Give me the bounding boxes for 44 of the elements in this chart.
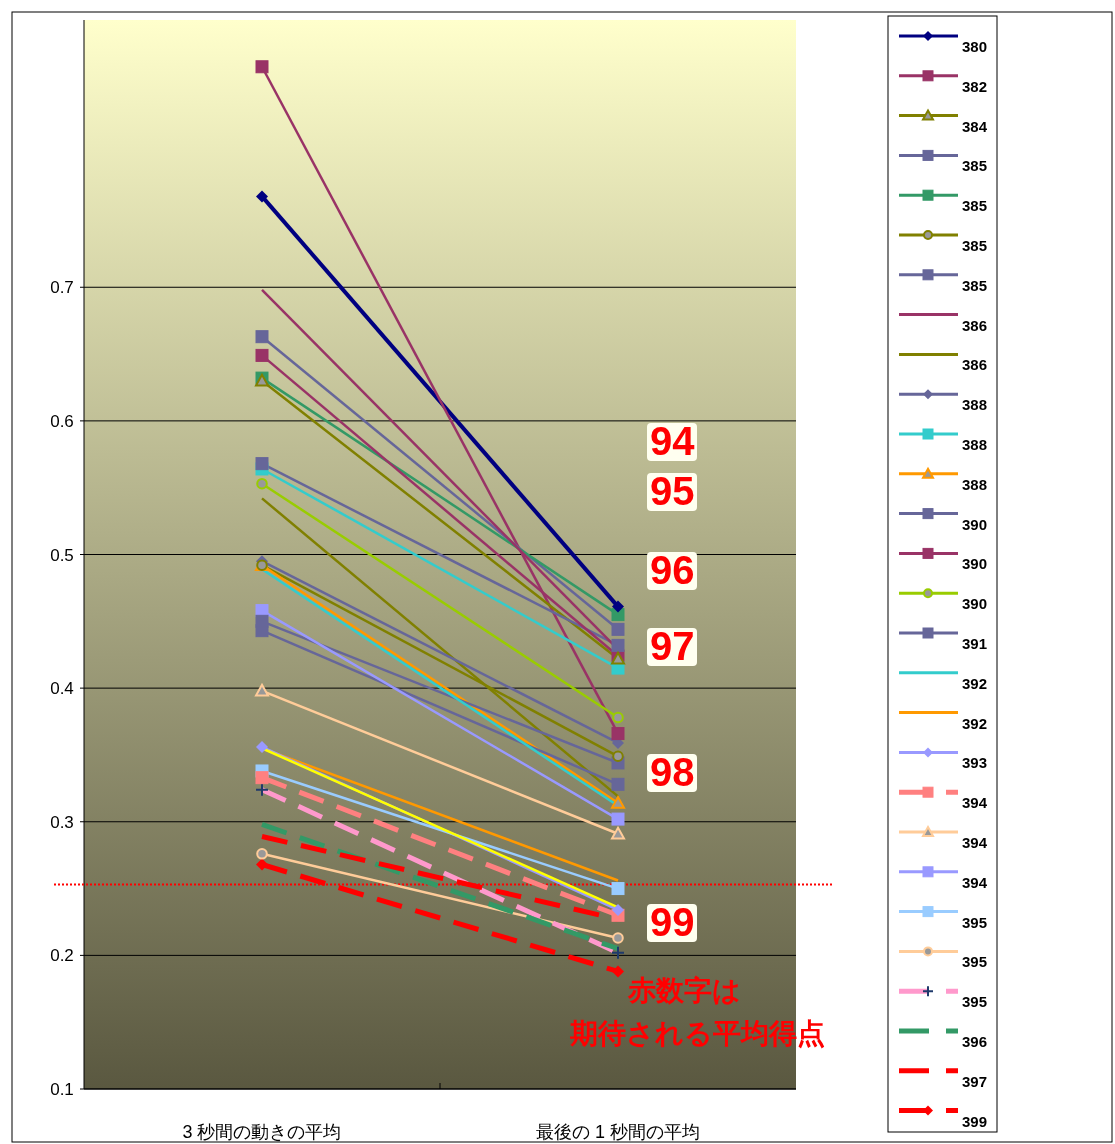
legend-label: 399 [962,1112,988,1130]
legend-label: 388 [962,436,988,453]
y-tick-label: 0.5 [50,545,74,565]
legend-label: 385 [962,276,988,294]
annotation: 94 [650,419,696,463]
annotation: 95 [650,469,695,513]
legend-label: 388 [962,475,988,493]
legend-label: 392 [962,674,988,692]
legend-label: 385 [962,157,988,175]
legend-label: 384 [962,117,988,135]
legend-label: 386 [962,356,988,374]
legend-label: 395 [962,993,988,1011]
legend-label: 395 [962,953,988,971]
legend-label: 380 [962,38,988,55]
y-tick-label: 0.4 [50,679,74,699]
x-tick-label: 最後の 1 秒間の平均 [535,1122,701,1142]
y-tick-label: 0.6 [50,411,74,431]
y-tick-label: 0.1 [50,1080,74,1099]
annotation: 97 [650,624,695,668]
y-tick-label: 0.3 [50,812,74,832]
legend-label: 388 [962,396,988,414]
legend-label: 390 [962,595,988,613]
legend-label: 385 [962,237,988,254]
y-tick-label: 0.2 [50,946,74,966]
legend-label: 391 [962,635,988,652]
annotation: 98 [650,750,695,794]
annotation: 99 [650,900,695,944]
legend-label: 394 [962,834,988,851]
legend-label: 395 [962,913,988,931]
legend-label: 397 [962,1072,988,1090]
annotation: 96 [650,548,695,592]
legend-label: 396 [962,1033,988,1050]
legend-label: 390 [962,555,988,573]
annotation: 赤数字は [626,975,741,1006]
legend-label: 385 [962,197,988,215]
legend-label: 382 [962,77,988,95]
y-tick-label: 0.7 [50,278,74,298]
legend-label: 386 [962,316,988,334]
legend-label: 394 [962,873,988,891]
legend-label: 390 [962,515,988,533]
legend-label: 394 [962,794,988,812]
legend-label: 392 [962,714,988,732]
legend-label: 393 [962,754,988,772]
x-tick-label: 3 秒間の動きの平均 [182,1122,342,1142]
